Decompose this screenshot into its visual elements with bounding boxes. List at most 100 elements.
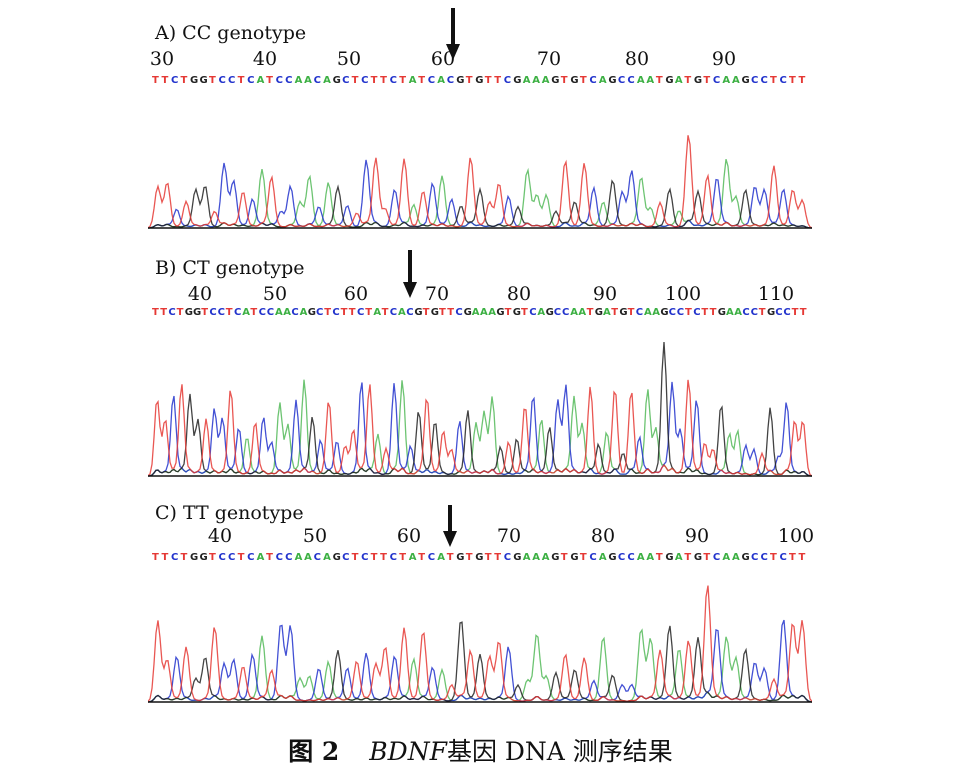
base-call: T [176,307,184,318]
ruler-tick-label: 50 [302,525,328,547]
base-call: C [617,75,626,86]
base-call: C [760,552,768,563]
base-call: T [225,307,233,318]
base-call: A [578,307,587,318]
base-call: C [503,75,512,86]
base-call: G [190,552,199,563]
base-call: C [742,307,750,318]
base-call: C [503,552,512,563]
base-call: T [703,552,711,563]
base-call: C [760,75,768,86]
panel-title: A) CC genotype [155,22,307,44]
base-call: C [553,307,562,318]
base-call: T [209,552,216,563]
trace-line-T [148,379,812,477]
ruler-tick-label: 90 [592,283,618,305]
base-call: A [646,552,655,563]
base-call: T [611,307,619,318]
base-call: T [237,552,245,563]
base-call: G [619,307,628,318]
base-call: C [455,307,463,318]
base-call: A [488,307,496,318]
base-call: A [437,75,445,86]
base-call: T [494,552,502,563]
base-call: C [234,307,242,318]
chromatogram-trace [148,341,812,477]
base-call: C [779,75,787,86]
base-call: A [532,552,541,563]
base-call: A [603,307,611,318]
base-call: G [608,552,617,563]
base-call: G [456,75,465,86]
base-call: C [209,307,217,318]
base-call: A [283,307,291,318]
base-call: C [247,552,255,563]
base-call: A [471,307,480,318]
base-call: G [665,75,674,86]
base-call: G [608,75,617,86]
base-call: G [665,552,674,563]
base-call: T [586,307,594,318]
chromatogram-trace [148,585,812,703]
position-ruler: 40 50 60 70 80 90 100 110 [0,283,961,307]
base-call: A [323,75,331,86]
base-call: A [598,552,607,563]
trace-line-A [148,379,812,477]
ruler-tick-label: 50 [336,48,362,70]
base-call: C [258,307,266,318]
base-call: T [266,552,273,563]
base-call: C [676,307,685,318]
ruler-tick-label: 80 [624,48,650,70]
snp-arrow-icon [403,250,417,298]
base-call: C [285,552,293,563]
base-call: C [217,307,225,318]
base-call: C [779,552,787,563]
base-call: T [365,307,373,318]
base-call: G [513,552,522,563]
base-call: A [480,307,488,318]
base-call: A [304,75,312,86]
base-call: T [709,307,717,318]
base-call: C [389,552,398,563]
base-call: A [522,552,531,563]
ruler-tick-label: 30 [149,48,175,70]
base-call: A [598,75,607,86]
figure-caption: 图 2 BDNF基因 DNA 测序结果 [0,732,961,768]
base-call: T [465,552,473,563]
ruler-tick-label: 100 [664,283,702,305]
trace-line-G [148,341,812,477]
base-call: C [668,307,676,318]
base-call: T [180,552,188,563]
base-call: T [250,307,258,318]
trace-line-C [148,381,812,477]
base-call: T [484,75,492,86]
chromatogram-trace [148,135,812,229]
base-call: T [579,75,587,86]
ruler-tick-label: 50 [262,283,288,305]
base-call: A [522,75,531,86]
base-call: A [256,75,265,86]
base-call: C [316,307,324,318]
base-call: G [193,307,202,318]
base-call: T [340,307,348,318]
base-call: C [342,75,350,86]
base-call: C [635,307,644,318]
base-call: G [414,307,423,318]
ruler-tick-label: 90 [684,525,710,547]
base-call: G [456,552,465,563]
base-call: A [323,552,331,563]
base-call: T [209,75,216,86]
base-call: T [758,307,766,318]
base-call: T [160,307,168,318]
ruler-tick-label: 60 [430,48,456,70]
base-call: G [475,552,484,563]
base-call: T [380,75,387,86]
position-ruler: 30 40 50 60 70 80 90 [0,48,961,72]
base-call: C [218,75,226,86]
base-call: A [674,75,683,86]
base-call: T [152,307,159,318]
base-call: G [741,552,750,563]
base-call: A [242,307,250,318]
base-call: T [769,552,777,563]
base-call: T [399,552,407,563]
